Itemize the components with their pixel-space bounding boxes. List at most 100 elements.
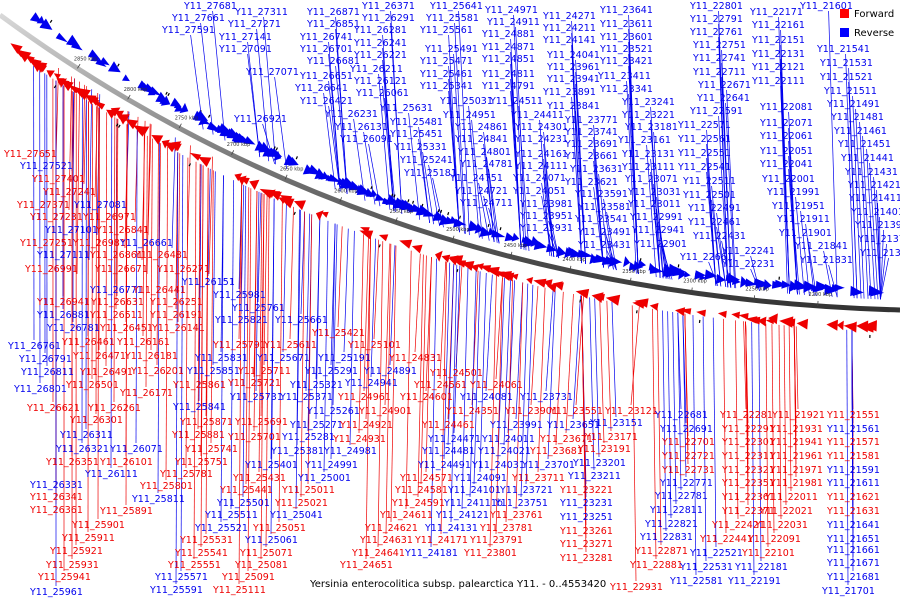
- gene-label: Y11_25001: [297, 473, 351, 484]
- leader-line: [220, 175, 224, 523]
- leader-line: [488, 168, 500, 244]
- leader-line: [110, 115, 113, 469]
- gene-feature: [546, 283, 557, 293]
- axis-kbp-label: 2350 kbp: [622, 269, 646, 275]
- leader-line: [378, 73, 391, 210]
- gene-feature: [36, 15, 45, 24]
- gene-label: Y11_22831: [639, 532, 693, 543]
- leader-line: [262, 123, 276, 164]
- leader-line: [594, 298, 600, 458]
- leader-line: [743, 321, 747, 410]
- gene-label: Y11_26141: [151, 323, 205, 334]
- gene-feature: [595, 293, 605, 301]
- gene-label: Y11_26631: [90, 297, 144, 308]
- gene-feature: [385, 194, 398, 206]
- gene-feature: [359, 230, 374, 240]
- gene-label: Y11_25181: [403, 168, 457, 179]
- feature-marker: [579, 299, 582, 303]
- gene-label: Y11_23111: [621, 162, 675, 173]
- gene-label: Y11_21971: [769, 465, 823, 476]
- leader-line: [145, 135, 148, 388]
- feature-marker: [115, 123, 119, 127]
- leader-line: [778, 16, 788, 294]
- feature-marker: [407, 199, 410, 203]
- gene-label: Y11_25691: [234, 417, 288, 428]
- leader-line: [263, 195, 268, 366]
- gene-label: Y11_26761: [7, 341, 61, 352]
- gene-label: Y11_22151: [751, 35, 805, 46]
- gene-labels: Y11_27681Y11_27661Y11_27591Y11_27311Y11_…: [3, 1, 900, 598]
- gene-feature: [271, 191, 282, 201]
- gene-label: Y11_24751: [449, 173, 503, 184]
- gene-label: Y11_21581: [826, 451, 880, 462]
- gene-label: Y11_25841: [172, 402, 226, 413]
- leader-line: [510, 90, 522, 250]
- gene-label: Y11_23951: [519, 211, 573, 222]
- gene-feature: [453, 218, 467, 226]
- gene-label: Y11_26251: [149, 297, 203, 308]
- gene-label: Y11_26791: [18, 354, 72, 365]
- gene-label: Y11_27591: [161, 25, 215, 36]
- gene-label: Y11_27521: [19, 161, 73, 172]
- leader-line: [721, 76, 732, 288]
- gene-label: Y11_23901: [504, 406, 558, 417]
- gene-feature: [39, 18, 53, 30]
- gene-label: Y11_25981: [212, 290, 266, 301]
- leader-line: [751, 322, 755, 576]
- gene-label: Y11_21551: [826, 410, 880, 421]
- gene-label: Y11_26131: [334, 122, 388, 133]
- gene-feature: [37, 64, 48, 73]
- gene-label: Y11_27091: [218, 44, 272, 55]
- gene-label: Y11_21951: [771, 201, 825, 212]
- gene-label: Y11_21441: [840, 153, 894, 164]
- feature-marker: [635, 310, 638, 314]
- gene-label: Y11_26681: [306, 56, 360, 67]
- gene-label: Y11_26191: [149, 310, 203, 321]
- leader-line: [247, 188, 252, 572]
- axis-tick: [127, 94, 131, 100]
- gene-label: Y11_23151: [589, 418, 643, 429]
- gene-feature: [239, 177, 250, 185]
- leader-line: [274, 76, 287, 170]
- gene-label: Y11_26671: [94, 264, 148, 275]
- gene-label: Y11_26771: [89, 285, 143, 296]
- gene-label: Y11_26071: [109, 444, 163, 455]
- gene-label: Y11_25921: [49, 546, 103, 557]
- gene-label: Y11_26221: [353, 50, 407, 61]
- leader-line: [548, 208, 560, 259]
- leader-line: [417, 254, 424, 498]
- gene-label: Y11_26151: [181, 277, 235, 288]
- gene-label: Y11_26461: [61, 337, 115, 348]
- leader-line: [185, 157, 189, 469]
- axis-tick: [77, 63, 81, 69]
- gene-label: Y11_22711: [692, 67, 746, 78]
- gene-label: Y11_23991: [489, 420, 543, 431]
- leader-line: [390, 22, 403, 214]
- gene-feature: [454, 260, 467, 268]
- gene-label: Y11_25811: [131, 494, 185, 505]
- gene-label: Y11_25751: [174, 457, 228, 468]
- gene-label: Y11_26091: [339, 134, 393, 145]
- leader-line: [599, 299, 605, 444]
- leader-line: [855, 108, 865, 299]
- leader-line: [210, 170, 214, 444]
- gene-label: Y11_23121: [604, 406, 658, 417]
- gene-label: Y11_25741: [184, 444, 238, 455]
- gene-feature: [189, 152, 202, 161]
- gene-label: Y11_25321: [289, 380, 343, 391]
- gene-label: Y11_22101: [741, 548, 795, 559]
- gene-label: Y11_22991: [629, 212, 683, 223]
- leader-line: [443, 262, 451, 460]
- leader-line: [247, 53, 261, 158]
- gene-feature: [504, 272, 515, 282]
- gene-label: Y11_26291: [361, 13, 415, 24]
- gene-feature: [321, 211, 329, 218]
- leader-line: [358, 234, 364, 434]
- gene-feature: [781, 280, 792, 289]
- gene-feature: [745, 280, 759, 287]
- gene-label: Y11_23591: [574, 189, 628, 200]
- leader-line: [175, 152, 179, 585]
- gene-label: Y11_21961: [769, 451, 823, 462]
- leader-line: [200, 22, 214, 135]
- gene-label: Y11_26341: [29, 492, 83, 503]
